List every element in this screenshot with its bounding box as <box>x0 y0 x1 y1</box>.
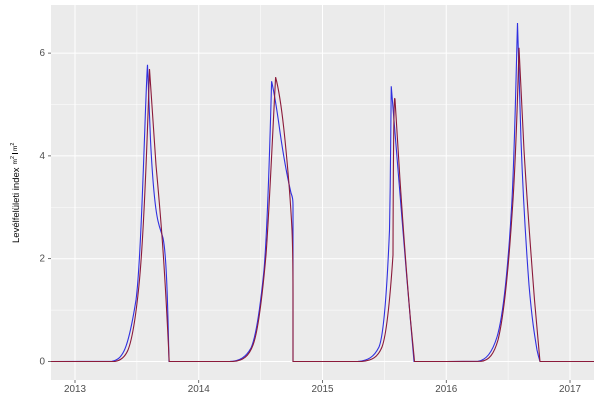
svg-text:4: 4 <box>40 151 46 162</box>
svg-text:2014: 2014 <box>188 384 210 395</box>
svg-text:2017: 2017 <box>559 384 581 395</box>
svg-text:6: 6 <box>40 48 46 59</box>
svg-text:2016: 2016 <box>435 384 457 395</box>
svg-text:2015: 2015 <box>312 384 334 395</box>
svg-text:2: 2 <box>40 254 46 265</box>
svg-text:2013: 2013 <box>64 384 86 395</box>
svg-text:0: 0 <box>40 357 46 368</box>
